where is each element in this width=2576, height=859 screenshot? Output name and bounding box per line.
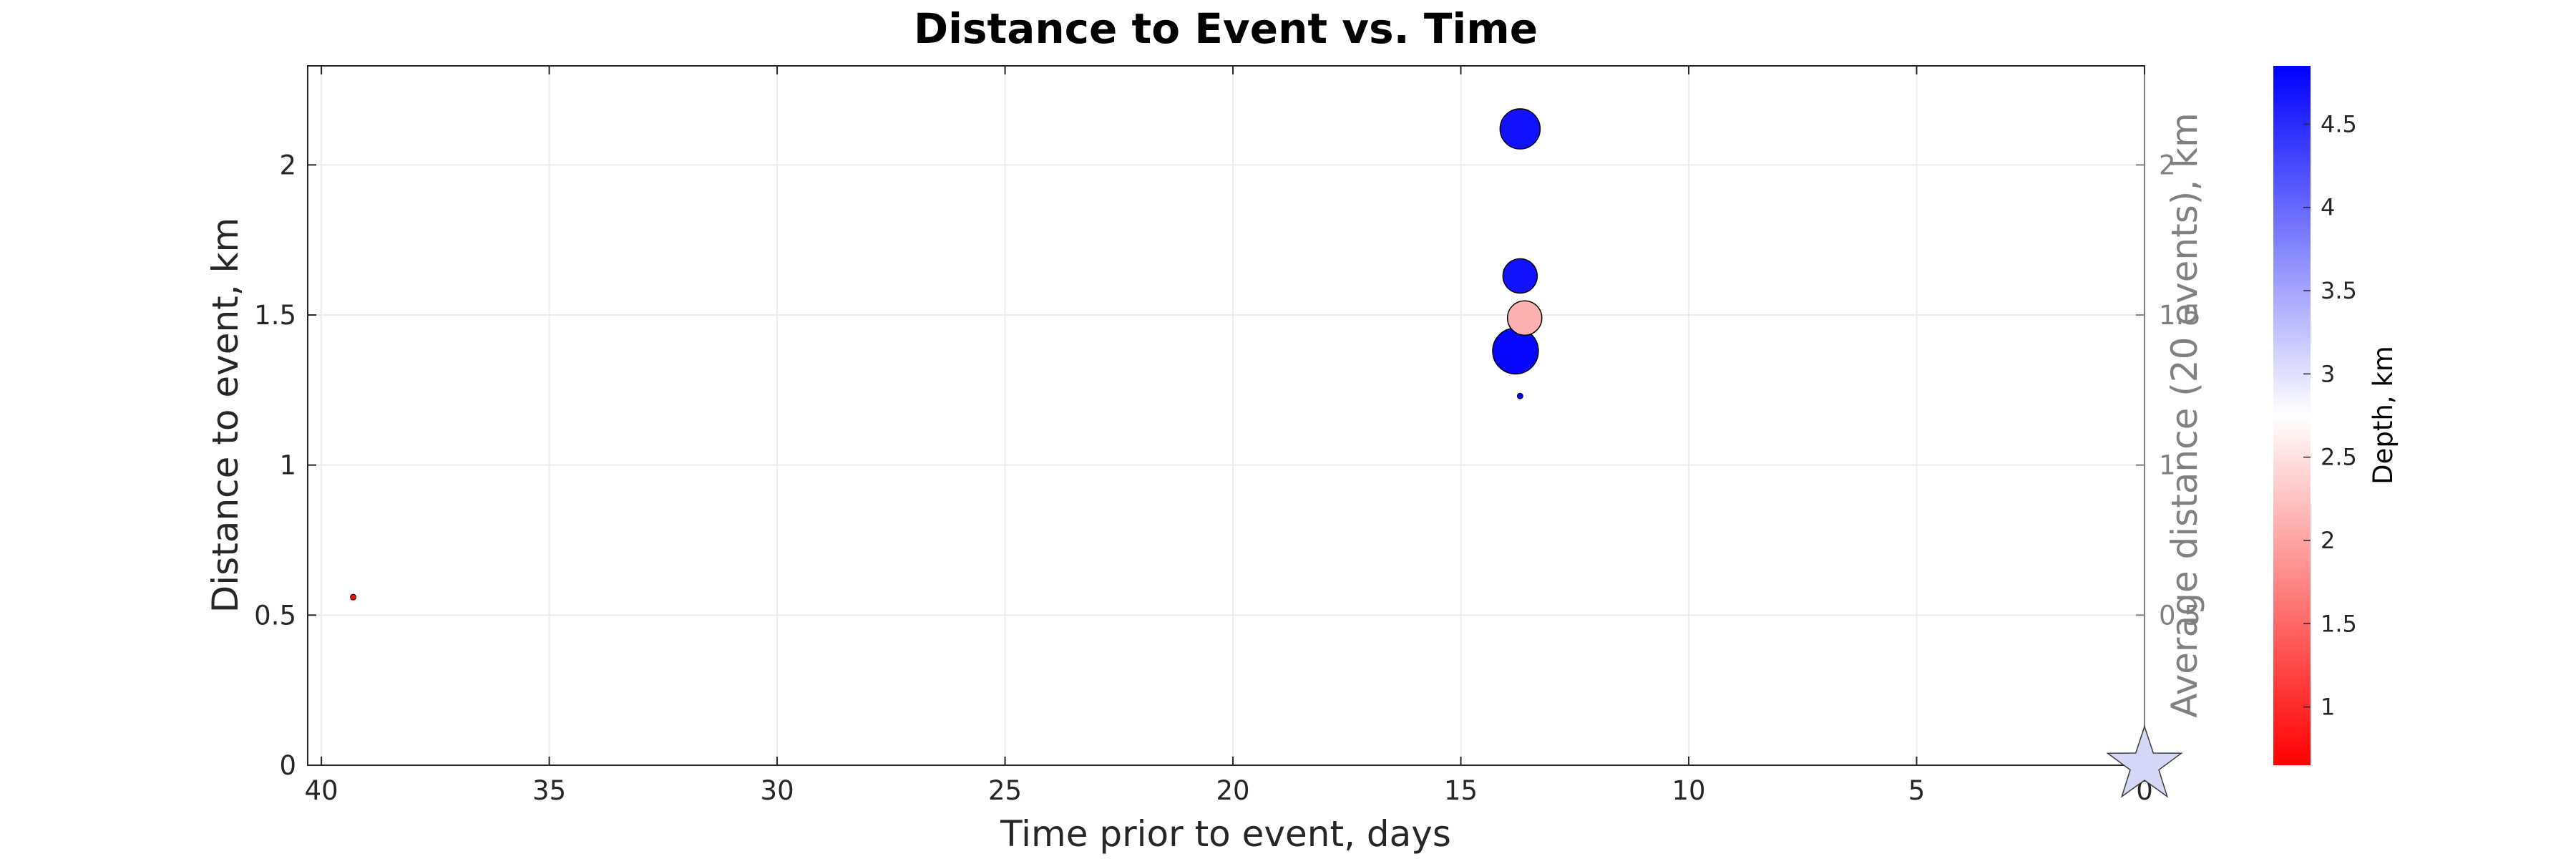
data-point [1506, 300, 1543, 336]
x-axis-ticks: 40 35 30 25 20 15 10 5 0 [305, 66, 2153, 806]
data-point [1492, 327, 1539, 375]
chart-title: Distance to Event vs. Time [914, 4, 1538, 53]
y-tick-label: 1.5 [254, 300, 296, 331]
x-tick-label: 20 [1216, 775, 1250, 806]
right-y-tick-label: 1.5 [2159, 300, 2201, 331]
colorbar [2273, 66, 2311, 765]
y-tick-label: 1 [279, 450, 296, 481]
y-tick-label: 0 [279, 750, 296, 781]
colorbar-tick-label: 4 [2321, 194, 2335, 221]
x-tick-label: 10 [1672, 775, 1705, 806]
data-point [350, 593, 357, 601]
colorbar-tick-label: 3.5 [2321, 277, 2357, 304]
x-tick-label: 30 [761, 775, 794, 806]
x-tick-label: 40 [305, 775, 338, 806]
y-tick-label: 0.5 [254, 600, 296, 631]
grid [308, 66, 2145, 766]
y-axis-ticks: 0 0.5 1 1.5 2 [254, 150, 316, 781]
colorbar-label: Depth, km [2368, 346, 2399, 485]
colorbar-tick-label: 1 [2321, 694, 2335, 721]
right-y-axis-ticks: 0.5 1 1.5 2 [2136, 150, 2201, 631]
mainshock-marker [2106, 724, 2183, 798]
data-point [1499, 108, 1541, 150]
colorbar-tick-label: 2.5 [2321, 444, 2357, 471]
colorbar-tick-label: 1.5 [2321, 610, 2357, 637]
data-point [1502, 258, 1538, 294]
colorbar-tick-label: 3 [2321, 360, 2335, 387]
y-tick-label: 2 [279, 150, 296, 180]
colorbar-tick-label: 4.5 [2321, 110, 2357, 137]
right-y-tick-label: 1 [2159, 450, 2176, 481]
data-point [1516, 392, 1523, 399]
x-tick-label: 25 [988, 775, 1022, 806]
right-y-tick-label: 2 [2159, 150, 2176, 180]
x-tick-label: 5 [1908, 775, 1926, 806]
y-axis-label: Distance to event, km [205, 218, 246, 613]
data-points [350, 108, 1543, 601]
colorbar-tick-label: 2 [2321, 527, 2335, 554]
right-y-axis-label: Average distance (20 events), km [2164, 112, 2205, 717]
plot-area-border [307, 65, 2145, 766]
x-axis-label: Time prior to event, days [1000, 813, 1451, 855]
x-tick-label: 35 [532, 775, 566, 806]
right-y-tick-label: 0.5 [2159, 600, 2201, 631]
x-tick-label: 15 [1444, 775, 1478, 806]
mainshock-star-icon [2106, 724, 2183, 798]
colorbar-ticks: 1 1.5 2 2.5 3 3.5 4 4.5 [2303, 110, 2357, 721]
